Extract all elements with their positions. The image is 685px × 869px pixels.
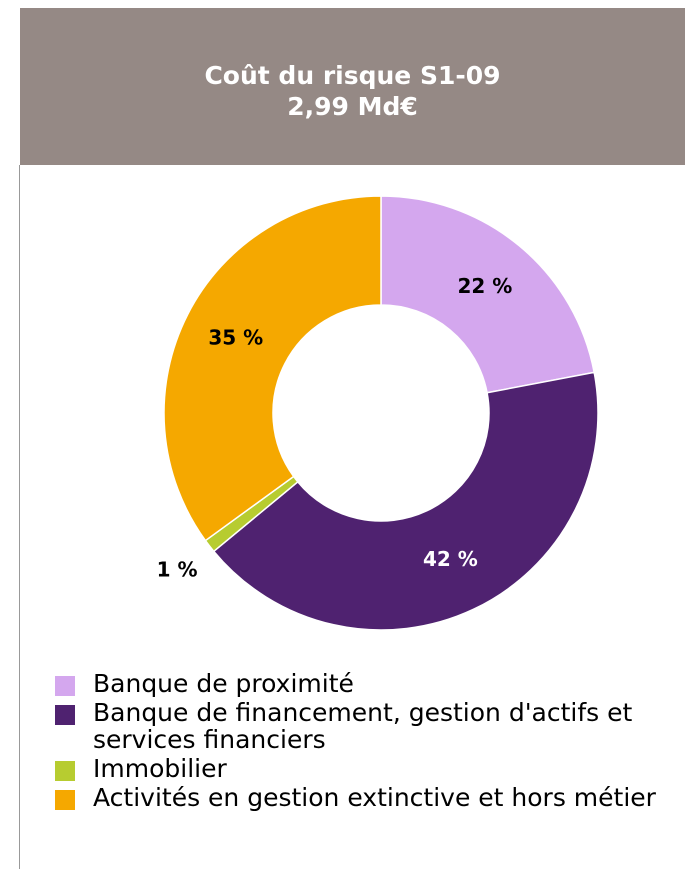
legend-label: Activités en gestion extinctive et hors … (93, 783, 656, 812)
slice-label: 1 % (157, 558, 198, 582)
header: Coût du risque S1-09 2,99 Md€ (20, 8, 685, 165)
donut-slice (163, 195, 382, 542)
frame-rule (19, 165, 20, 869)
legend-label: Banque de proximité (93, 669, 354, 698)
legend-swatch (55, 705, 75, 725)
chart-subtitle: 2,99 Md€ (287, 92, 418, 121)
legend-swatch (55, 761, 75, 781)
slice-label: 22 % (457, 274, 512, 298)
chart-title: Coût du risque S1-09 (204, 61, 501, 90)
slice-label: 35 % (208, 325, 263, 349)
chart: 22 % 42 % 1 % 35 % (157, 195, 599, 631)
donut-slice (212, 371, 599, 631)
legend-item: Immobilier (55, 755, 665, 782)
legend-item: Activités en gestion extinctive et hors … (55, 784, 665, 811)
legend-swatch (55, 676, 75, 696)
donut-slice (380, 195, 596, 394)
legend-label: Banque de financement, gestion d'actifs … (93, 698, 633, 754)
legend-item: Banque de proximité (55, 670, 665, 697)
legend-item: Banque de financement, gestion d'actifs … (55, 699, 665, 753)
slice-label: 42 % (423, 547, 478, 571)
legend-swatch (55, 790, 75, 810)
legend: Banque de proximité Banque de financement… (55, 670, 665, 813)
legend-label: Immobilier (93, 754, 227, 783)
